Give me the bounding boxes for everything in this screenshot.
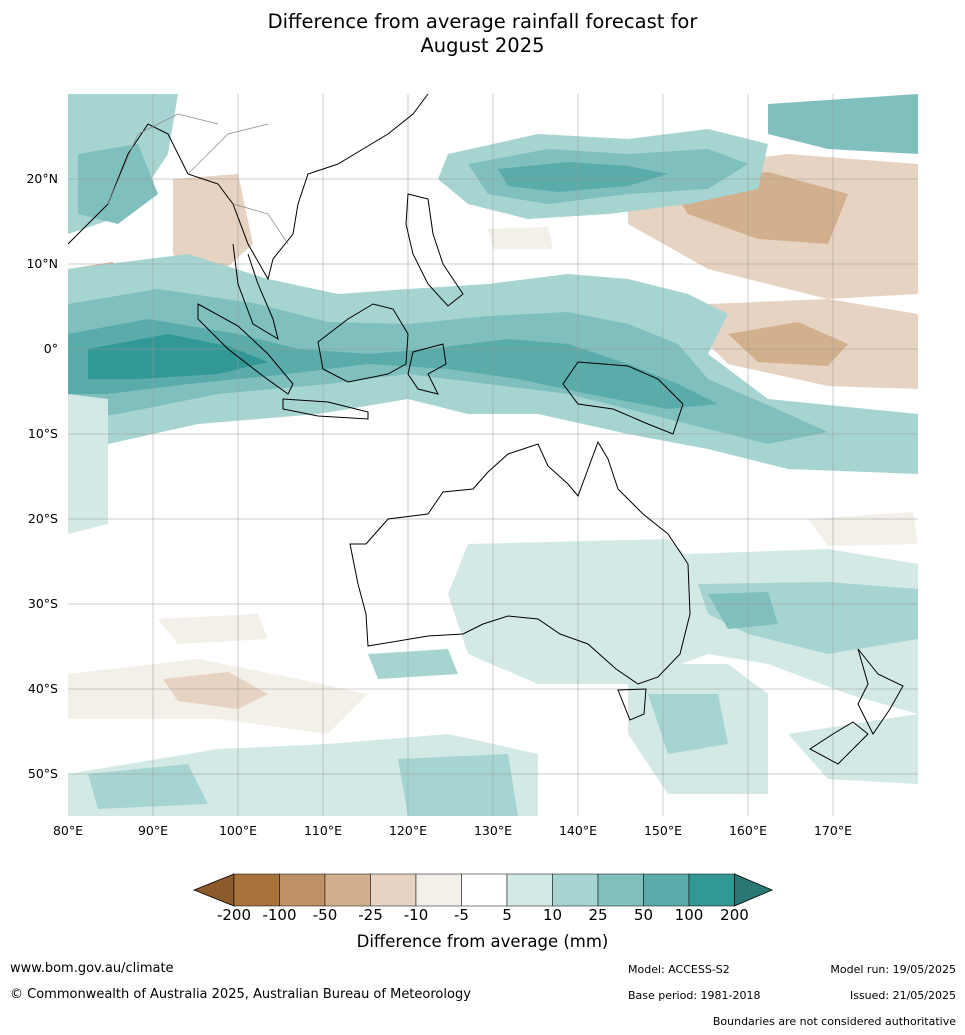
- colorbar-bin: [506, 873, 553, 907]
- lon-tick-label: 140°E: [558, 823, 597, 838]
- sulawesi-coast: [407, 343, 447, 395]
- base-period: Base period: 1981-2018: [628, 989, 761, 1002]
- colorbar-tick-label: -100: [262, 906, 297, 924]
- lat-tick-label: 0°: [43, 341, 58, 356]
- australia-coast: [349, 440, 691, 685]
- colorbar-under-arrow: [192, 873, 235, 907]
- papua-coast: [562, 361, 684, 435]
- lon-tick-label: 160°E: [728, 823, 767, 838]
- colorbar-tick-label: -10: [403, 906, 429, 924]
- lon-tick-label: 100°E: [218, 823, 257, 838]
- boundaries-disclaimer: Boundaries are not considered authoritat…: [712, 1015, 956, 1028]
- lon-tick-label: 150°E: [643, 823, 682, 838]
- lon-tick-label: 130°E: [473, 823, 512, 838]
- malay-peninsula-coast: [232, 243, 279, 341]
- colorbar-tick-label: -5: [454, 906, 469, 924]
- coastlines: [68, 94, 904, 765]
- graticule: [68, 94, 918, 816]
- copyright-text: © Commonwealth of Australia 2025, Austra…: [10, 987, 471, 1002]
- colorbar-bin: [552, 873, 599, 907]
- colorbar: [192, 873, 774, 911]
- colorbar-title: Difference from average (mm): [356, 932, 609, 951]
- java-coast: [282, 398, 369, 420]
- lat-tick-label: 40°S: [27, 681, 58, 696]
- colorbar-tick-label: -200: [216, 906, 252, 924]
- new-zealand-south-coast: [809, 721, 869, 765]
- lon-tick-label: 90°E: [137, 823, 169, 838]
- country-borders: [107, 113, 289, 245]
- colorbar-bin: [461, 873, 508, 907]
- sumatra-coast: [197, 303, 294, 395]
- colorbar-tick-label: -25: [358, 906, 383, 924]
- colorbar-bin: [688, 873, 735, 907]
- lon-tick-label: 120°E: [388, 823, 427, 838]
- colorbar-tick-label: -50: [312, 906, 338, 924]
- website-link[interactable]: www.bom.gov.au/climate: [10, 961, 174, 976]
- map-title-line2: August 2025: [420, 34, 545, 57]
- colorbar-tick-label: 10: [542, 906, 563, 924]
- colorbar-bin: [370, 873, 417, 907]
- colorbar-tick-label: 50: [633, 906, 654, 924]
- borneo-coast: [317, 303, 409, 383]
- colorbar-tick-label: 100: [674, 906, 704, 924]
- lon-tick-label: 110°E: [303, 823, 342, 838]
- lon-tick-label: 80°E: [52, 823, 84, 838]
- lat-tick-label: 50°S: [27, 766, 58, 781]
- colorbar-tick-label: 200: [720, 906, 749, 924]
- lon-tick-label: 170°E: [813, 823, 852, 838]
- model-name: Model: ACCESS-S2: [628, 963, 730, 976]
- lat-tick-label: 30°S: [27, 596, 58, 611]
- lat-tick-label: 20°N: [26, 171, 58, 186]
- lat-tick-label: 10°N: [26, 256, 58, 271]
- lat-tick-label: 20°S: [27, 511, 58, 526]
- colorbar-bin: [279, 873, 326, 907]
- rainfall-map[interactable]: [68, 94, 918, 816]
- map-title: Difference from average rainfall forecas…: [0, 10, 965, 58]
- colorbar-bin: [643, 873, 690, 907]
- colorbar-bin: [415, 873, 462, 907]
- asia-mainland-coast: [68, 94, 429, 281]
- tasmania-coast: [617, 688, 647, 721]
- wet-anomaly-areas: [68, 94, 918, 816]
- colorbar-over-arrow: [734, 873, 774, 907]
- lat-tick-label: 10°S: [27, 426, 58, 441]
- colorbar-bin: [233, 873, 280, 907]
- issued-date: Issued: 21/05/2025: [849, 989, 956, 1002]
- colorbar-tick-label: 25: [588, 906, 608, 924]
- colorbar-bin: [324, 873, 371, 907]
- model-run-date: Model run: 19/05/2025: [830, 963, 956, 976]
- philippines-coast: [405, 193, 464, 307]
- map-title-line1: Difference from average rainfall forecas…: [267, 10, 698, 33]
- new-zealand-north-coast: [857, 648, 904, 735]
- colorbar-tick-label: 5: [502, 906, 512, 924]
- colorbar-bin: [597, 873, 644, 907]
